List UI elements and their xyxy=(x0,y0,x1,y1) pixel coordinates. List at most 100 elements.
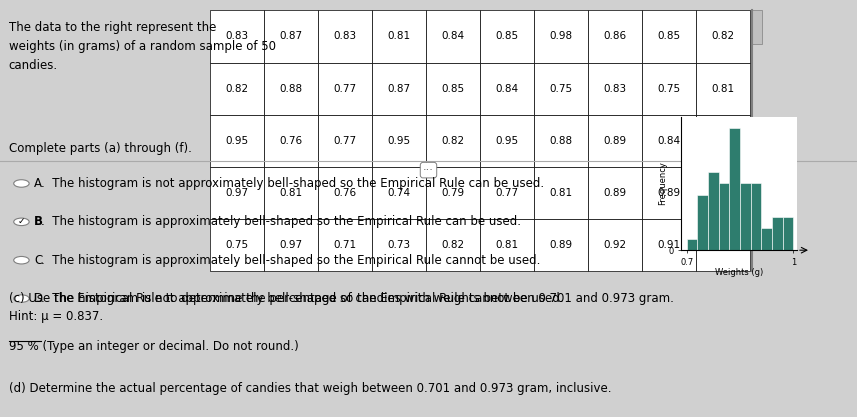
Text: 0.83: 0.83 xyxy=(225,32,249,41)
Bar xyxy=(480,115,534,167)
Bar xyxy=(696,10,750,63)
Text: 0.95: 0.95 xyxy=(225,136,249,146)
Bar xyxy=(480,167,534,219)
Bar xyxy=(372,167,426,219)
Bar xyxy=(696,219,750,271)
Text: 0.76: 0.76 xyxy=(279,136,303,146)
Bar xyxy=(696,63,750,115)
Text: 0.81: 0.81 xyxy=(495,240,518,250)
Bar xyxy=(426,10,480,63)
Text: 0.97: 0.97 xyxy=(279,240,303,250)
Bar xyxy=(318,167,372,219)
Bar xyxy=(588,167,642,219)
Text: 0.84: 0.84 xyxy=(495,84,518,93)
Text: 0.82: 0.82 xyxy=(225,84,249,93)
Text: 0.87: 0.87 xyxy=(279,32,303,41)
Bar xyxy=(210,10,264,63)
Text: The data to the right represent the
weights (in grams) of a random sample of 50
: The data to the right represent the weig… xyxy=(9,21,276,72)
Text: 95 % (Type an integer or decimal. Do not round.): 95 % (Type an integer or decimal. Do not… xyxy=(9,340,298,353)
Bar xyxy=(264,63,318,115)
Bar xyxy=(698,195,708,250)
Bar xyxy=(264,10,318,63)
Text: 0.89: 0.89 xyxy=(549,240,572,250)
Bar xyxy=(372,115,426,167)
Bar xyxy=(782,217,794,250)
Bar xyxy=(372,10,426,63)
Text: 0.77: 0.77 xyxy=(333,84,357,93)
Bar xyxy=(642,10,696,63)
Text: (c) Use the Empirical Rule to determine the percentage of candies with weights b: (c) Use the Empirical Rule to determine … xyxy=(9,292,674,323)
Text: .  The histogram is not approximately bell-shaped so the Empirical Rule can be u: . The histogram is not approximately bel… xyxy=(41,177,544,190)
Bar xyxy=(696,115,750,167)
Circle shape xyxy=(14,295,29,302)
Bar xyxy=(534,10,588,63)
Bar xyxy=(751,183,761,250)
Bar xyxy=(372,63,426,115)
Text: 0.82: 0.82 xyxy=(441,136,464,146)
Text: 0.97: 0.97 xyxy=(225,188,249,198)
Bar xyxy=(761,228,772,250)
Text: 0.91: 0.91 xyxy=(657,240,680,250)
Bar xyxy=(210,167,264,219)
Text: 0.92: 0.92 xyxy=(603,240,626,250)
Bar xyxy=(588,115,642,167)
X-axis label: Weights (g): Weights (g) xyxy=(715,268,764,277)
Text: 0.75: 0.75 xyxy=(657,84,680,93)
Bar xyxy=(588,219,642,271)
Bar xyxy=(264,115,318,167)
Text: 0.98: 0.98 xyxy=(549,32,572,41)
Text: 0.85: 0.85 xyxy=(657,32,680,41)
Bar xyxy=(318,10,372,63)
Text: 0.75: 0.75 xyxy=(225,240,249,250)
Bar xyxy=(426,63,480,115)
Text: 0.74: 0.74 xyxy=(387,188,411,198)
Bar xyxy=(210,63,264,115)
Text: A: A xyxy=(34,177,42,190)
Text: 0.76: 0.76 xyxy=(333,188,357,198)
Text: 0.81: 0.81 xyxy=(387,32,411,41)
Bar xyxy=(318,63,372,115)
Text: 0.71: 0.71 xyxy=(333,240,357,250)
Circle shape xyxy=(14,256,29,264)
Text: 0.78: 0.78 xyxy=(711,136,734,146)
Bar xyxy=(426,115,480,167)
Bar xyxy=(480,219,534,271)
Text: 0.82: 0.82 xyxy=(711,32,734,41)
Text: .  The histogram is approximately bell-shaped so the Empirical Rule cannot be us: . The histogram is approximately bell-sh… xyxy=(41,254,541,267)
Bar xyxy=(264,219,318,271)
Circle shape xyxy=(14,218,29,226)
Bar xyxy=(210,115,264,167)
Text: 0.81: 0.81 xyxy=(279,188,303,198)
Text: 0.75: 0.75 xyxy=(549,84,572,93)
Bar xyxy=(642,167,696,219)
Bar xyxy=(426,167,480,219)
Bar xyxy=(708,172,719,250)
Text: 0.81: 0.81 xyxy=(549,188,572,198)
Text: 0.87: 0.87 xyxy=(387,84,411,93)
Text: D: D xyxy=(34,292,44,305)
Text: 0.85: 0.85 xyxy=(495,32,518,41)
Bar xyxy=(588,63,642,115)
Text: ✓: ✓ xyxy=(18,217,25,226)
Bar xyxy=(642,63,696,115)
Text: .  The histogram is approximately bell-shaped so the Empirical Rule can be used.: . The histogram is approximately bell-sh… xyxy=(41,215,521,229)
Bar xyxy=(751,10,762,44)
Text: 0.77: 0.77 xyxy=(333,136,357,146)
Bar xyxy=(318,219,372,271)
Bar xyxy=(729,128,740,250)
Text: (d) Determine the actual percentage of candies that weigh between 0.701 and 0.97: (d) Determine the actual percentage of c… xyxy=(9,382,611,394)
Bar xyxy=(686,239,698,250)
Text: 0.95: 0.95 xyxy=(495,136,518,146)
Bar xyxy=(740,183,751,250)
Text: .  The histogram is not approximately bell-shaped so the Empirical Rule cannot b: . The histogram is not approximately bel… xyxy=(41,292,564,305)
Circle shape xyxy=(14,180,29,187)
Y-axis label: Frequency: Frequency xyxy=(658,161,667,206)
Text: 0.84: 0.84 xyxy=(711,240,734,250)
Bar xyxy=(588,10,642,63)
Bar xyxy=(426,219,480,271)
Bar xyxy=(534,167,588,219)
Text: ···: ··· xyxy=(423,165,434,175)
Bar xyxy=(696,167,750,219)
Text: 0.88: 0.88 xyxy=(549,136,572,146)
Text: B: B xyxy=(34,215,44,229)
